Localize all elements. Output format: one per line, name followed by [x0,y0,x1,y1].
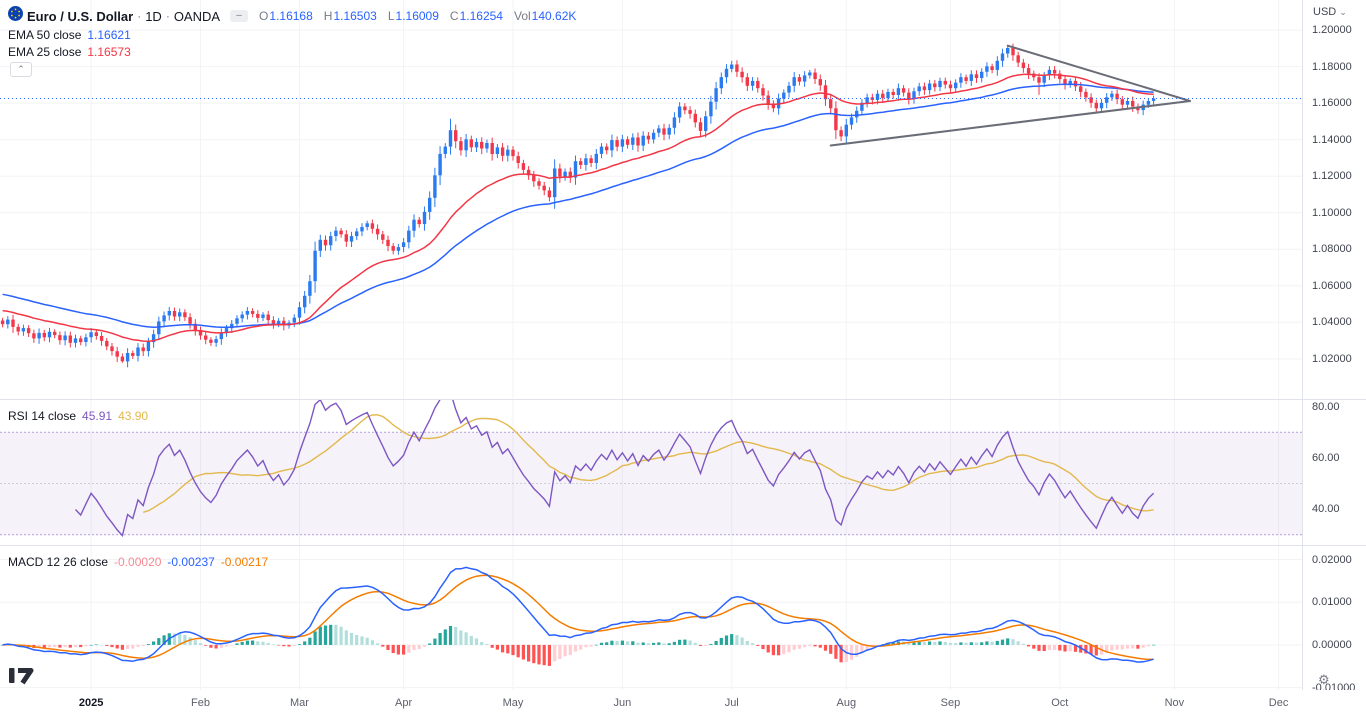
chevron-up-icon: ⌃ [17,64,25,74]
time-axis-label: Dec [1268,697,1289,709]
rsi-title: RSI 14 close [8,408,77,423]
axis-label: 60.00 [1312,451,1340,464]
time-axis-label: Aug [836,697,857,709]
price-axis[interactable]: USD ⌄ ⚙ 1.20000 1.18000 1.16000 1.14000 1.12… [1302,0,1366,694]
rsi-panel[interactable] [0,399,1302,545]
high-label: H [323,9,333,23]
axis-label: 1.06000 [1312,279,1352,292]
symbol-title[interactable]: Euro / U.S. Dollar [27,8,134,24]
macd-chart-canvas [0,545,1302,690]
open-value: 1.16168 [269,9,313,23]
pane-resize-handle[interactable] [0,399,1366,400]
separator-dot: · [137,9,142,23]
axis-label: 1.16000 [1312,97,1352,110]
indicator-rsi[interactable]: RSI 14 close 45.91 43.90 [8,407,148,424]
time-axis-label: Jul [724,697,739,709]
high-value: 1.16503 [333,9,377,23]
interval-label[interactable]: 1D [145,8,162,24]
low-value: 1.16009 [395,9,439,23]
rsi-ma-value: 43.90 [118,408,149,423]
legend-minimize-button[interactable]: – [230,10,249,22]
axis-label: 1.04000 [1312,316,1352,329]
macd-signal-value: -0.00217 [220,554,269,569]
currency-label: USD [1313,6,1337,18]
axis-label: 1.18000 [1312,60,1352,73]
price-chart-canvas [0,0,1302,399]
high-field: H1.16503 [324,9,377,23]
ema50-title: EMA 50 close [8,27,82,42]
time-axis-label: Mar [289,697,309,709]
price-panel[interactable] [0,0,1302,399]
gear-icon[interactable]: ⚙ [1318,672,1330,687]
macd-hist-value: -0.00020 [114,554,162,569]
time-axis[interactable]: 2025 Feb Mar Apr May Jun Jul Aug Sep Oct Nov Dec [0,690,1366,718]
axis-label: 0.01000 [1312,596,1352,609]
axis-label: 80.00 [1312,400,1340,413]
time-axis-label: Feb [191,697,210,709]
axis-label: 40.00 [1312,503,1340,516]
axis-label: 0.02000 [1312,553,1352,566]
separator-dot: · [165,9,170,23]
volume-field: Vol140.62K [514,9,576,23]
ema25-value: 1.16573 [87,44,131,59]
axis-label: 0.00000 [1312,638,1352,651]
open-field: O1.16168 [259,9,313,23]
low-field: L1.16009 [388,9,439,23]
volume-value: 140.62K [531,9,577,23]
ema50-value: 1.16621 [87,27,131,42]
chevron-down-icon: ⌄ [1339,6,1347,17]
time-axis-label: Nov [1164,697,1185,709]
main-legend: Euro / U.S. Dollar · 1D · OANDA – O1.161… [8,6,576,60]
volume-label: Vol [513,9,531,23]
time-axis-label: Apr [395,697,413,709]
time-axis-label: Oct [1051,697,1069,709]
close-field: C1.16254 [450,9,503,23]
close-label: C [449,9,459,23]
ema25-title: EMA 25 close [8,44,82,59]
macd-panel[interactable] [0,545,1302,690]
close-value: 1.16254 [459,9,503,23]
time-axis-label: May [502,697,524,709]
exchange-label[interactable]: OANDA [173,8,221,24]
tradingview-logo[interactable] [7,663,35,692]
time-axis-label: Jun [613,697,632,709]
axis-label: 1.08000 [1312,243,1352,256]
open-label: O [259,9,269,23]
chart-logo-icon [9,668,34,685]
axis-label: 1.02000 [1312,352,1352,365]
axis-label: 1.10000 [1312,206,1352,219]
low-label: L [387,9,395,23]
macd-title: MACD 12 26 close [8,554,109,569]
axis-label: 1.12000 [1312,170,1352,183]
axis-label: 1.14000 [1312,133,1352,146]
time-axis-label: Sep [940,697,961,709]
indicator-ema25[interactable]: EMA 25 close 1.16573 [8,43,576,60]
rsi-chart-canvas [0,399,1302,545]
macd-line-value: -0.00237 [167,554,215,569]
indicator-macd[interactable]: MACD 12 26 close -0.00020 -0.00237 -0.00… [8,553,268,570]
time-axis-label: 2025 [78,697,104,709]
symbol-logo-icon [8,6,23,26]
currency-dropdown[interactable]: USD ⌄ [1313,6,1347,18]
collapse-indicators-button[interactable]: ⌃ [10,62,32,77]
axis-label: 1.20000 [1312,24,1352,37]
rsi-value: 45.91 [82,408,113,423]
pane-resize-handle[interactable] [0,545,1366,546]
indicator-ema50[interactable]: EMA 50 close 1.16621 [8,26,576,43]
